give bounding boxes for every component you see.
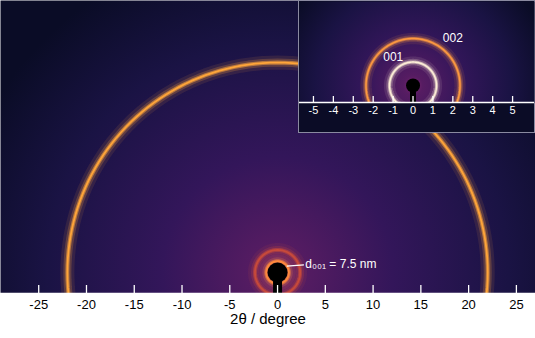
svg-text:0: 0	[273, 296, 282, 312]
svg-text:d₀₀₁ = 7.5 nm: d₀₀₁ = 7.5 nm	[305, 257, 376, 271]
svg-text:0: 0	[410, 104, 416, 116]
svg-text:5: 5	[322, 297, 329, 312]
svg-text:2θ / degree: 2θ / degree	[230, 310, 306, 327]
svg-text:20: 20	[461, 297, 475, 312]
svg-text:2: 2	[450, 104, 456, 116]
svg-text:-20: -20	[77, 297, 96, 312]
svg-text:-1: -1	[388, 104, 398, 116]
svg-text:-10: -10	[173, 297, 192, 312]
svg-text:3: 3	[470, 104, 476, 116]
svg-text:4: 4	[490, 104, 496, 116]
svg-text:-3: -3	[348, 104, 358, 116]
svg-text:002: 002	[443, 31, 463, 45]
svg-text:1: 1	[430, 104, 436, 116]
svg-text:001: 001	[383, 50, 403, 64]
svg-text:10: 10	[366, 297, 380, 312]
svg-text:-5: -5	[309, 104, 319, 116]
svg-text:5: 5	[510, 104, 516, 116]
svg-text:-4: -4	[328, 104, 338, 116]
svg-text:-2: -2	[368, 104, 378, 116]
svg-text:-5: -5	[224, 296, 236, 312]
svg-text:-15: -15	[125, 297, 144, 312]
svg-text:25: 25	[509, 297, 523, 312]
svg-text:15: 15	[414, 297, 428, 312]
svg-text:-25: -25	[29, 297, 48, 312]
